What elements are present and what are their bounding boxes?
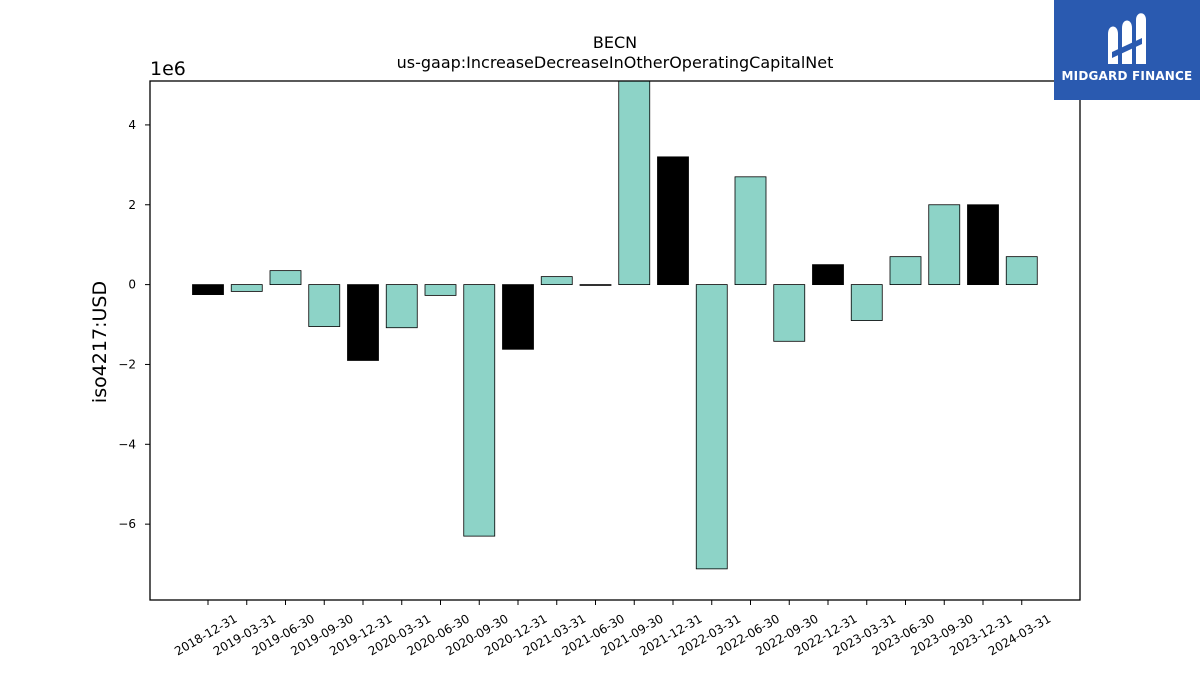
bar-2021-09-30 (618, 80, 651, 286)
y-tick-label: −2 (118, 357, 136, 371)
y-tick-label: −6 (118, 517, 136, 531)
bar-2021-06-30 (579, 284, 612, 286)
y-tick-label: 4 (128, 118, 136, 132)
y-axis-label: iso4217:USD (89, 281, 111, 403)
bar-2022-09-30 (773, 284, 806, 342)
bar-2019-03-31 (230, 284, 263, 292)
y-scale-label: 1e6 (150, 58, 186, 80)
bar-2020-12-31 (502, 284, 534, 350)
bar-2021-03-31 (540, 276, 573, 286)
bar-2023-09-30 (928, 204, 961, 286)
bar-2024-03-31 (1005, 256, 1038, 286)
y-tick-label: 0 (128, 278, 136, 292)
bar-2019-06-30 (269, 270, 302, 286)
bar-2020-06-30 (424, 284, 457, 296)
bar-2022-06-30 (734, 176, 767, 286)
bar-2019-09-30 (308, 284, 341, 327)
bar-2022-03-31 (695, 284, 728, 570)
plot-frame (149, 80, 1081, 601)
logo-text: MIDGARD FINANCE (1061, 69, 1193, 83)
chart-subtitle: us-gaap:IncreaseDecreaseInOtherOperating… (397, 53, 834, 72)
chart-title: BECN (593, 33, 637, 52)
bar-2022-12-31 (812, 264, 844, 286)
bar-2023-06-30 (889, 256, 922, 286)
midgard-logo-icon (1108, 13, 1146, 64)
bar-2020-09-30 (463, 284, 496, 537)
bar-2020-03-31 (385, 284, 418, 329)
bar-2019-12-31 (347, 284, 379, 361)
bar-2018-12-31 (192, 284, 224, 295)
bar-2021-12-31 (657, 156, 689, 286)
y-tick-label: 2 (128, 198, 136, 212)
bar-2023-03-31 (850, 284, 883, 321)
y-tick-label: −4 (118, 437, 136, 451)
brand-logo: MIDGARD FINANCE (1054, 0, 1200, 100)
bar-2023-12-31 (967, 204, 999, 286)
